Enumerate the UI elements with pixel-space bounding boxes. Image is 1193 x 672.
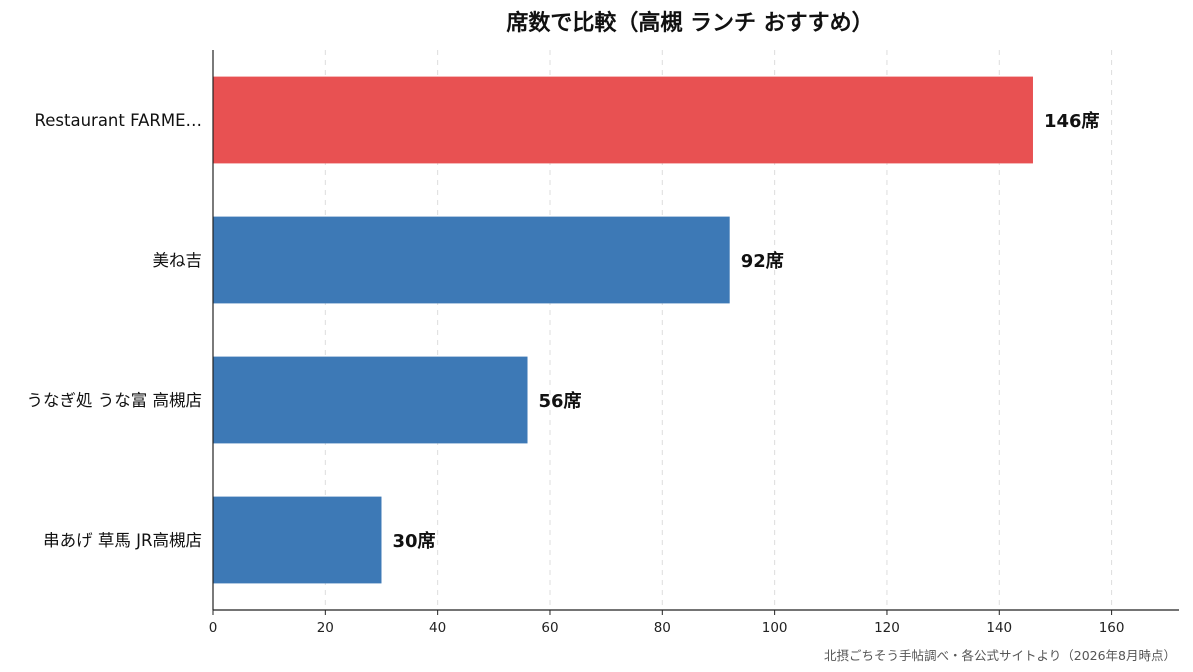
bar [213,216,730,304]
bars [213,76,1033,584]
labels: 146席 Restaurant FARME… 92席 美ね吉 56席 うなぎ処 うな富 高… [27,110,1100,552]
x-tick-label: 60 [541,620,558,636]
category-label: 美ね吉 [153,251,203,270]
bar [213,76,1033,164]
x-tick-label: 20 [317,620,334,636]
x-tick-label: 120 [874,620,900,636]
bar [213,496,382,584]
bar-value-label: 146席 [1044,110,1100,132]
axes: 0 20 40 60 80 100 120 140 160 [209,50,1179,636]
x-tick-label: 160 [1099,620,1125,636]
bar [213,356,528,444]
category-label: うなぎ処 うな富 高槻店 [27,391,203,410]
chart-title: 席数で比較（高槻 ランチ おすすめ） [506,10,873,36]
x-tick-label: 100 [762,620,788,636]
category-label: Restaurant FARME… [35,111,202,130]
source-note: 北摂ごちそう手帖調べ・各公式サイトより（2026年8月時点） [824,648,1176,663]
bar-value-label: 92席 [741,250,784,272]
bar-value-label: 56席 [539,390,582,412]
x-tick-label: 80 [654,620,671,636]
category-label: 串あげ 草馬 JR高槻店 [43,531,202,550]
x-tick-label: 0 [209,620,218,636]
x-tick-label: 140 [986,620,1012,636]
bar-value-label: 30席 [392,530,435,552]
x-tick-label: 40 [429,620,446,636]
